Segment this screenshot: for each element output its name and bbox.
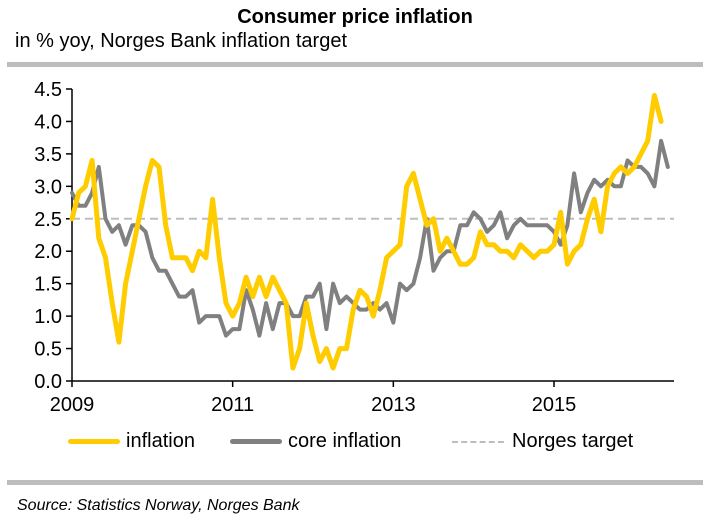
legend-label-core-inflation: core inflation [288,430,402,452]
series-line-inflation [69,93,664,371]
series-lines [69,93,674,371]
legend-label-inflation: inflation [126,430,195,452]
y-tick-label: 2.0 [34,241,62,263]
bottom-divider [7,480,703,485]
y-tick-label: 0.5 [34,339,62,361]
chart-subtitle: in % yoy, Norges Bank inflation target [15,30,348,52]
legend-item-core-inflation: core inflation [230,430,401,453]
y-tick-label: 0.0 [34,371,62,393]
x-tick-label: 2009 [50,394,95,416]
legend-item-inflation: inflation [68,430,195,453]
legend: inflation core inflation Norges target [0,430,710,458]
y-tick-label: 2.5 [34,209,62,231]
legend-swatch-norges-target [452,440,504,443]
legend-swatch-inflation [68,439,120,444]
axes: 0.0 0.5 1.0 1.5 2.0 2.5 3.0 3.5 4.0 4.5 2009 2011 20… [34,79,674,416]
x-tick-label: 2013 [371,394,416,416]
y-tick-label: 3.5 [34,144,62,166]
x-tick-label: 2011 [211,394,254,416]
line-chart: 0.0 0.5 1.0 1.5 2.0 2.5 3.0 3.5 4.0 4.5 2009 2011 20… [34,79,674,416]
y-tick-label: 3.0 [34,176,62,198]
x-tick-label: 2015 [532,394,577,416]
y-tick-label: 4.0 [34,111,62,133]
y-tick-label: 1.5 [34,274,62,296]
legend-item-norges-target: Norges target [452,430,633,453]
y-tick-label: 4.5 [34,79,62,101]
legend-swatch-core-inflation [230,439,282,444]
y-tick-label: 1.0 [34,306,62,328]
source-note: Source: Statistics Norway, Norges Bank [17,497,300,514]
legend-label-norges-target: Norges target [512,430,634,452]
top-divider [7,62,703,67]
chart-title: Consumer price inflation [237,6,473,28]
